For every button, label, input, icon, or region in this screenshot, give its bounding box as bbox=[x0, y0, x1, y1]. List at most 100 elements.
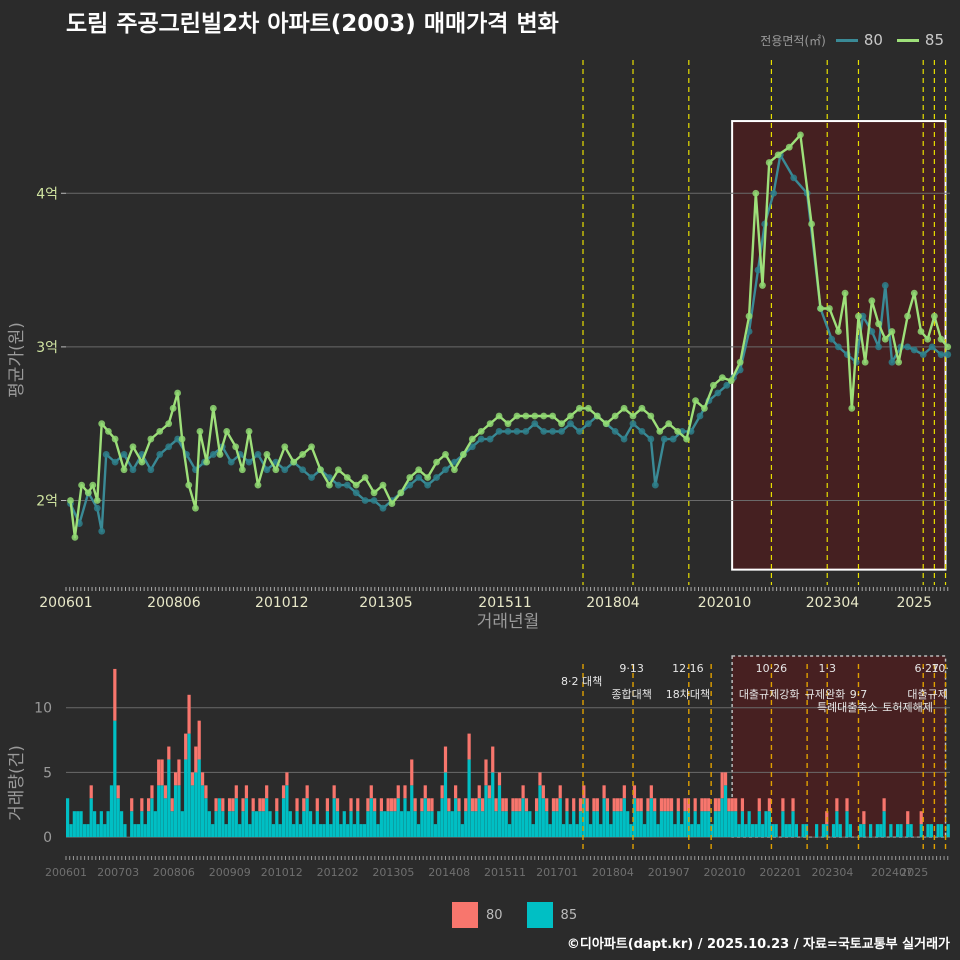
bar-85 bbox=[717, 811, 721, 838]
bar-85 bbox=[518, 811, 522, 838]
bar-85 bbox=[430, 811, 434, 838]
bar-85 bbox=[173, 785, 178, 838]
data-point-80 bbox=[696, 412, 704, 420]
bar-80 bbox=[686, 798, 691, 812]
bar-85 bbox=[703, 811, 707, 838]
data-point-85 bbox=[602, 420, 610, 428]
bar-85 bbox=[686, 811, 691, 838]
bar-85 bbox=[889, 824, 893, 838]
data-point-80 bbox=[558, 427, 565, 435]
bar-85 bbox=[612, 811, 616, 838]
data-point-85 bbox=[281, 443, 289, 451]
policy-annotation: 12·16 bbox=[672, 662, 704, 675]
bar-85 bbox=[649, 798, 653, 838]
bar-85 bbox=[160, 785, 164, 838]
data-point-85 bbox=[647, 412, 655, 420]
bar-85 bbox=[622, 798, 626, 838]
bar-85 bbox=[423, 798, 427, 838]
x-tick-label: 201305 bbox=[359, 595, 412, 611]
bar-80 bbox=[555, 798, 559, 812]
bar-85 bbox=[629, 824, 633, 838]
bar-80 bbox=[403, 785, 407, 799]
data-point-80 bbox=[415, 474, 423, 481]
bar-80 bbox=[727, 798, 731, 812]
x-tick-label: 200806 bbox=[147, 595, 201, 611]
bar-80 bbox=[538, 772, 542, 786]
data-point-80 bbox=[120, 451, 128, 458]
legend-label-85: 85 bbox=[924, 31, 944, 49]
data-point-85 bbox=[343, 474, 351, 481]
bar-85 bbox=[862, 824, 866, 838]
bar-85 bbox=[541, 798, 545, 838]
bar-80 bbox=[261, 798, 265, 812]
data-point-80 bbox=[102, 451, 110, 458]
data-point-85 bbox=[774, 151, 782, 159]
bar-85 bbox=[730, 811, 734, 838]
bar-85 bbox=[919, 824, 923, 838]
bar-85 bbox=[157, 785, 161, 838]
bar-80 bbox=[379, 798, 383, 812]
bar-85 bbox=[727, 811, 731, 838]
x-tick-label: 202304 bbox=[811, 866, 853, 879]
bar-80 bbox=[602, 785, 606, 799]
bar-80 bbox=[116, 785, 120, 799]
bar-85 bbox=[676, 811, 680, 838]
data-point-80 bbox=[209, 451, 217, 458]
bar-80 bbox=[231, 798, 235, 812]
bar-85 bbox=[788, 824, 792, 838]
bar-85 bbox=[626, 811, 630, 838]
bar-85 bbox=[707, 811, 711, 838]
bar-85 bbox=[362, 824, 367, 838]
bar-80 bbox=[389, 798, 394, 812]
bar-85 bbox=[508, 824, 512, 838]
bar-80 bbox=[427, 798, 431, 812]
bar-85 bbox=[801, 824, 805, 838]
data-point-85 bbox=[105, 427, 112, 435]
bar-80 bbox=[285, 772, 289, 786]
bar-85 bbox=[545, 811, 549, 838]
data-point-80 bbox=[406, 481, 414, 489]
bar-85 bbox=[794, 824, 798, 838]
data-point-85 bbox=[495, 412, 503, 420]
data-point-85 bbox=[620, 404, 628, 412]
bar-85 bbox=[379, 811, 383, 838]
x-axis-title: 거래년월 bbox=[477, 612, 540, 632]
bar-85 bbox=[420, 811, 424, 838]
bar-85 bbox=[514, 811, 518, 838]
data-point-80 bbox=[549, 427, 557, 435]
bar-85 bbox=[467, 759, 471, 838]
data-point-80 bbox=[451, 458, 458, 466]
data-point-85 bbox=[727, 377, 735, 385]
bar-85 bbox=[140, 811, 144, 838]
x-tick-label: 200806 bbox=[153, 866, 195, 879]
policy-annotation: 9·7 bbox=[850, 688, 868, 701]
bar-85 bbox=[167, 759, 171, 838]
bar-80 bbox=[430, 798, 434, 812]
bar-85 bbox=[754, 824, 758, 838]
data-point-85 bbox=[129, 443, 137, 451]
bar-85 bbox=[312, 824, 316, 838]
bar-85 bbox=[484, 785, 488, 838]
bar-85 bbox=[190, 785, 195, 838]
bar-85 bbox=[143, 824, 147, 838]
bar-85 bbox=[437, 811, 441, 838]
bar-80 bbox=[707, 798, 711, 812]
legend-title: 전용면적(㎡) bbox=[760, 33, 826, 48]
bar-85 bbox=[642, 824, 647, 838]
bar-85 bbox=[460, 824, 464, 838]
bar-80 bbox=[420, 798, 424, 812]
bar-85 bbox=[177, 785, 181, 838]
bar-85 bbox=[838, 824, 842, 838]
bar-85 bbox=[592, 811, 596, 838]
data-point-85 bbox=[78, 481, 86, 489]
bar-80 bbox=[258, 798, 262, 812]
bar-85 bbox=[130, 811, 134, 838]
data-point-80 bbox=[254, 451, 262, 458]
bar-85 bbox=[82, 824, 87, 838]
bar-80 bbox=[757, 798, 761, 812]
bar-legend-label-85: 85 bbox=[560, 907, 578, 923]
x-tick-label: 201202 bbox=[317, 866, 359, 879]
bar-80 bbox=[366, 798, 370, 812]
bar-80 bbox=[454, 785, 458, 799]
data-point-80 bbox=[888, 358, 896, 366]
